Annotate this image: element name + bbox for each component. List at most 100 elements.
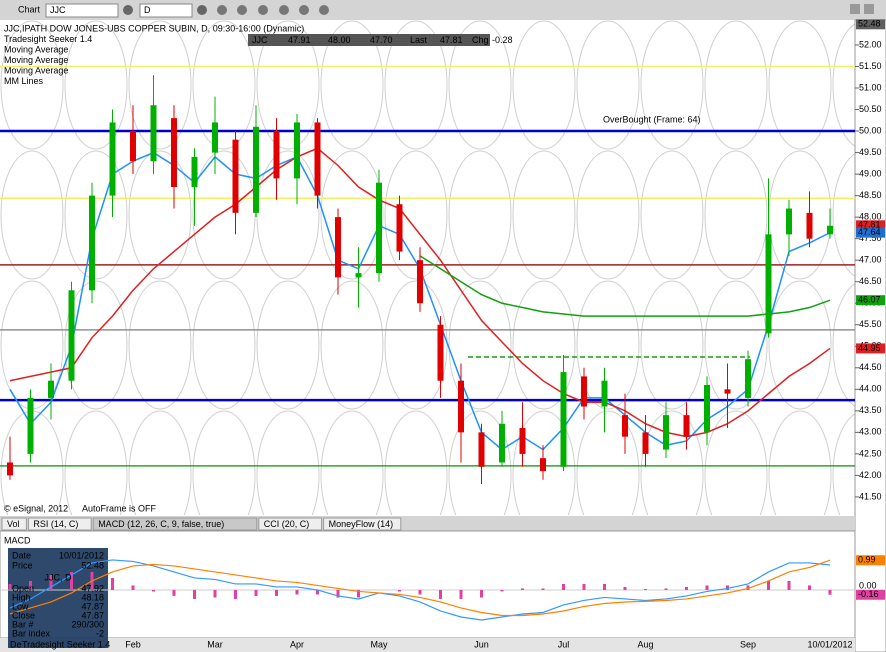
data-label: High [12, 592, 31, 602]
quote-field: JJC [252, 35, 268, 45]
histogram-bar [521, 588, 524, 590]
histogram-bar [767, 580, 770, 590]
toolbar [0, 0, 886, 20]
candle-body [212, 122, 218, 153]
maximize-button[interactable] [864, 4, 874, 14]
candle-body [253, 126, 259, 213]
histogram-bar [828, 589, 832, 595]
candle-body [786, 208, 792, 235]
symbol-input[interactable] [45, 3, 119, 18]
interval-input[interactable] [139, 3, 193, 18]
quote-box [248, 34, 490, 46]
study-tab-label: RSI (14, C) [33, 519, 78, 529]
data-label: Close [12, 610, 35, 620]
zoom-button[interactable] [197, 5, 207, 15]
histogram-bar [459, 589, 463, 599]
candle-body [478, 432, 485, 467]
quote-field: Last [410, 35, 428, 45]
histogram-bar [623, 586, 627, 590]
candle-body [560, 372, 567, 467]
study-tab[interactable] [27, 517, 92, 531]
histogram-bar [172, 589, 176, 596]
histogram-bar [295, 589, 299, 595]
study-tab-label: CCI (20, C) [264, 519, 310, 529]
histogram-bar [111, 577, 114, 590]
candle-body [355, 273, 362, 278]
text-button[interactable] [237, 5, 247, 15]
candle-body [519, 428, 526, 454]
y-tick-label: 43.00 [859, 427, 882, 437]
candle-body [581, 376, 587, 407]
data-value: 290/300 [71, 619, 104, 629]
histogram-bar [193, 589, 196, 599]
interval: D [144, 5, 151, 15]
data-label: Low [12, 601, 29, 611]
candle-body [437, 324, 444, 381]
minimize-button[interactable] [850, 4, 860, 14]
data-value: 47.87 [81, 601, 104, 611]
seeker-ovals [0, 20, 855, 515]
note: © eSignal, 2012 [4, 503, 68, 513]
study-tab[interactable] [258, 517, 323, 531]
y-tick-label: 47.50 [859, 233, 882, 243]
price-tag-label: 47.64 [858, 227, 881, 237]
histogram-bar [70, 571, 73, 590]
data-label: Bar # [12, 619, 34, 629]
x-tick-label: Aug [637, 639, 653, 649]
histogram-bar [131, 585, 135, 590]
histogram-bar [480, 589, 483, 598]
histogram-bar [357, 589, 360, 598]
x-tick-label: Feb [125, 639, 141, 649]
histogram-bar [664, 588, 668, 590]
study-tab[interactable] [92, 517, 258, 531]
tool-button[interactable] [299, 5, 309, 15]
cursor-button[interactable] [258, 5, 268, 15]
settings-button[interactable] [123, 5, 133, 15]
y-tick-label: 42.00 [859, 470, 882, 480]
candle-body [499, 423, 505, 463]
candle-body [27, 397, 34, 454]
note: AutoFrame is OFF [82, 503, 157, 513]
histogram-bar [49, 574, 53, 590]
price-tag-label: 52.48 [858, 19, 881, 29]
study-tab[interactable] [323, 517, 402, 531]
y-tick-label: 46.50 [859, 276, 882, 286]
candle-body [150, 105, 157, 162]
candle-body [7, 462, 13, 476]
candle-body [273, 131, 280, 179]
eraser-button[interactable] [319, 5, 329, 15]
price-tag [856, 589, 885, 600]
y-tick-label: 48.50 [859, 190, 882, 200]
quote-field: 47.70 [370, 35, 393, 45]
histogram-bar [562, 583, 565, 590]
candle-body [601, 380, 608, 407]
play-button[interactable] [279, 5, 289, 15]
candle-body [540, 458, 546, 472]
price-tag [856, 227, 885, 238]
price-tag [856, 295, 885, 306]
histogram-bar [398, 589, 401, 592]
draw-button[interactable] [217, 5, 227, 15]
histogram-bar [213, 589, 217, 598]
histogram-bar [787, 580, 791, 590]
price-tag [856, 343, 885, 354]
x-tick-label: Jun [474, 639, 489, 649]
study-tab[interactable] [1, 517, 27, 531]
candle-body [314, 122, 321, 196]
candle-body [765, 234, 772, 334]
quote-field: -0.28 [492, 35, 513, 45]
y-tick-label: 44.00 [859, 384, 882, 394]
histogram-bar [29, 580, 32, 590]
histogram-bar [685, 586, 688, 590]
data-label: Bar index [12, 628, 51, 638]
histogram-bar [316, 589, 319, 595]
x-tick-label: Apr [290, 639, 304, 649]
header-line: Tradesight Seeker 1.4 [4, 34, 92, 44]
data-value: 10/01/2012 [59, 550, 104, 560]
data-label: Price [12, 560, 33, 570]
y-tick-label: 44.50 [859, 362, 882, 372]
data-symbol: JJC, D [45, 572, 73, 582]
price-tag-label: 47.81 [858, 220, 881, 230]
histogram-bar [541, 588, 545, 590]
